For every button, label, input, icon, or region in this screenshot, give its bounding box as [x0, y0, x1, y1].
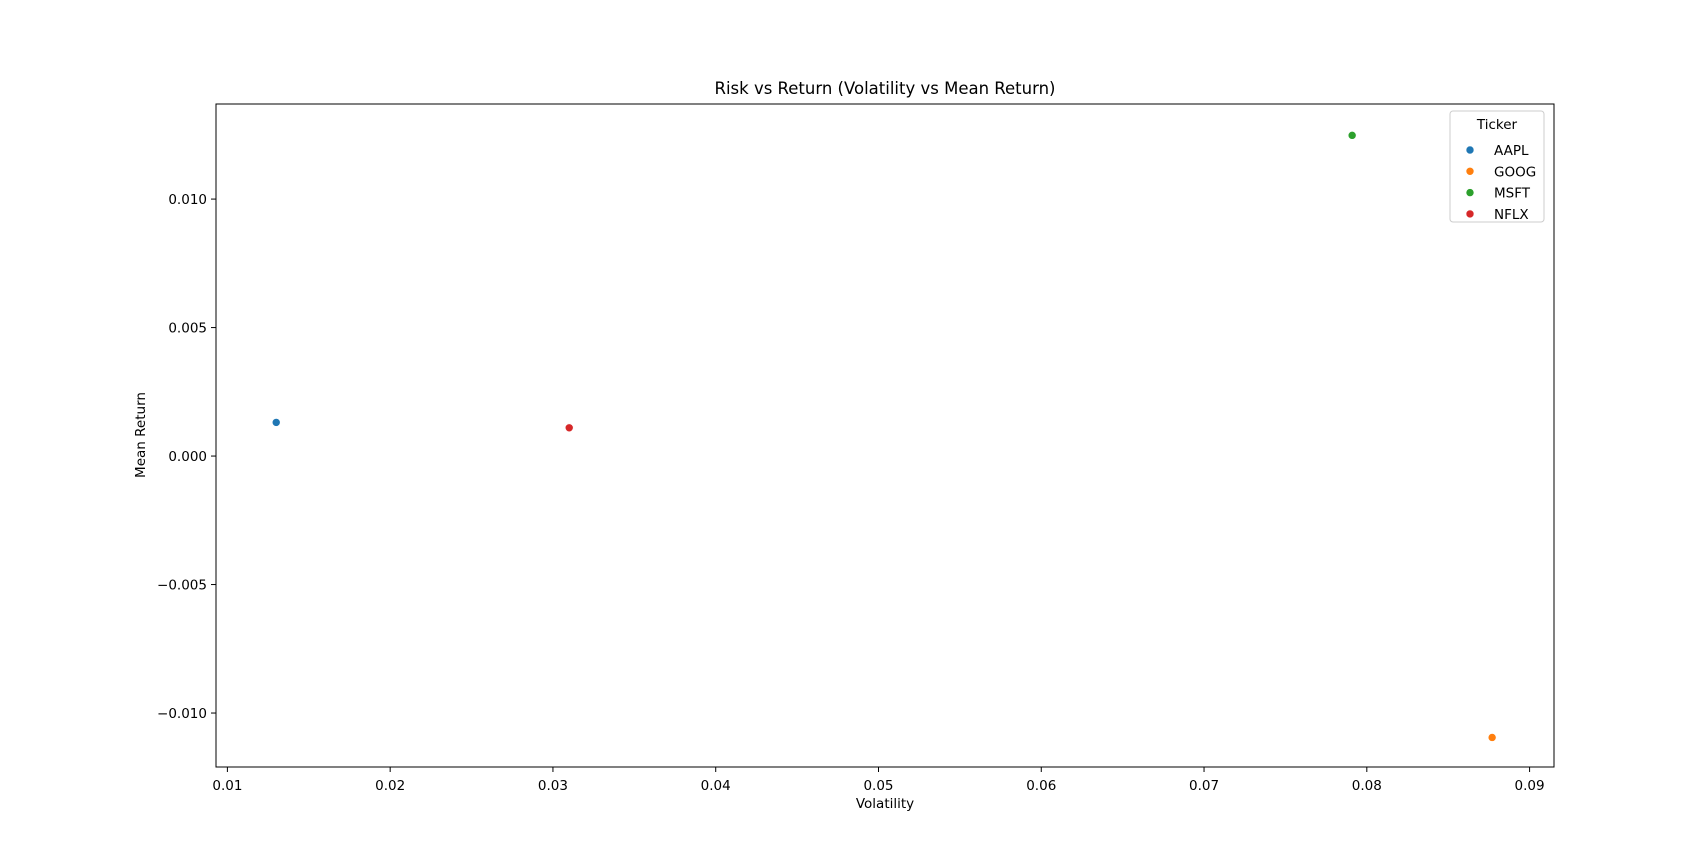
x-tick-label: 0.06	[1026, 778, 1056, 794]
data-points	[271, 131, 1497, 742]
legend-label-nflx: NFLX	[1494, 207, 1529, 223]
chart-title: Risk vs Return (Volatility vs Mean Retur…	[715, 79, 1056, 98]
x-tick-label: 0.09	[1515, 778, 1545, 794]
x-tick-label: 0.02	[375, 778, 405, 794]
data-point-msft	[1347, 131, 1357, 140]
legend-marker-nflx	[1465, 209, 1475, 219]
plot-area-frame	[215, 103, 1555, 768]
x-tick-label: 0.01	[212, 778, 242, 794]
legend-label-aapl: AAPL	[1494, 143, 1529, 159]
x-tick-label: 0.08	[1352, 778, 1382, 794]
y-tick-label: −0.005	[157, 578, 207, 594]
x-tick-label: 0.07	[1189, 778, 1219, 794]
legend-items: AAPL GOOG MSFT NFLX	[1465, 143, 1536, 223]
y-axis-ticks: −0.010 −0.005 0.000 0.005 0.010	[157, 192, 216, 722]
y-tick-label: 0.005	[168, 321, 207, 337]
legend-label-msft: MSFT	[1494, 186, 1531, 202]
x-tick-label: 0.03	[538, 778, 568, 794]
legend-marker-msft	[1465, 188, 1475, 197]
y-tick-label: −0.010	[157, 706, 207, 722]
x-tick-label: 0.04	[701, 778, 731, 794]
y-tick-label: 0.010	[168, 192, 207, 208]
data-point-goog	[1487, 733, 1497, 742]
data-point-nflx	[564, 423, 574, 433]
x-axis-ticks: 0.01 0.02 0.03 0.04 0.05 0.06 0.07 0.08 0.09	[212, 767, 1545, 794]
legend-label-goog: GOOG	[1494, 164, 1536, 180]
data-point-aapl	[271, 418, 281, 427]
y-axis-label: Mean Return	[133, 392, 149, 478]
y-tick-label: 0.000	[168, 449, 207, 465]
legend: Ticker AAPL GOOG MSFT NFLX	[1449, 110, 1545, 223]
x-axis-label: Volatility	[856, 796, 914, 812]
legend-title: Ticker	[1476, 117, 1518, 133]
legend-marker-goog	[1465, 167, 1475, 176]
x-tick-label: 0.05	[863, 778, 893, 794]
legend-marker-aapl	[1465, 145, 1475, 155]
